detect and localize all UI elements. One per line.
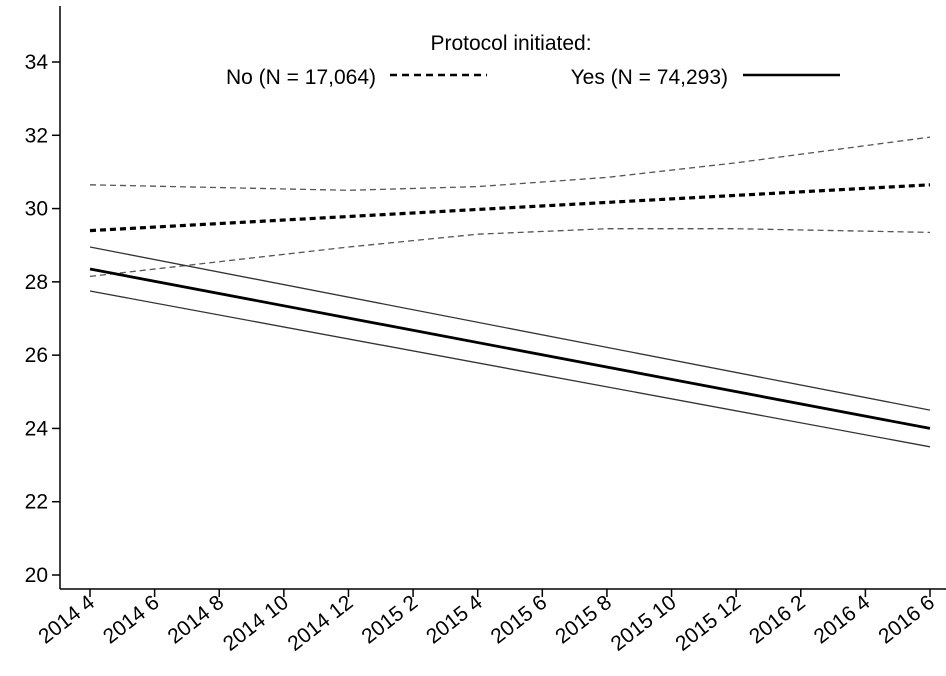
y-ticks: 20 22 24 26 28 30 32 34: [25, 51, 60, 587]
y-tick-label: 30: [25, 198, 48, 221]
legend-label-no: No (N = 17,064): [226, 66, 376, 89]
series-layer: [89, 136, 931, 448]
series-line-no: [89, 183, 931, 233]
ci-lower-line-yes: [89, 290, 931, 448]
x-tick-label: 2014 10: [219, 591, 293, 656]
x-tick-label: 2016 2: [745, 591, 810, 649]
x-tick-label: 2015 2: [357, 591, 422, 649]
x-tick-label: 2014 12: [284, 591, 358, 656]
x-tick-label: 2016 6: [874, 591, 939, 649]
y-tick-label: 24: [25, 417, 49, 440]
y-tick-label: 32: [25, 124, 48, 147]
ci-upper-line-yes: [89, 246, 931, 411]
y-tick-label: 28: [25, 271, 48, 294]
y-tick-label: 34: [25, 51, 49, 74]
x-tick-label: 2015 10: [607, 591, 681, 656]
x-tick-label: 2015 8: [551, 591, 616, 649]
y-tick-label: 22: [25, 491, 48, 514]
x-tick-label: 2015 4: [422, 591, 487, 649]
axes: [59, 6, 946, 590]
legend-title: Protocol initiated:: [430, 32, 591, 55]
x-tick-label: 2015 12: [671, 591, 745, 656]
x-tick-label: 2015 6: [487, 591, 552, 649]
y-tick-label: 26: [25, 344, 48, 367]
y-tick-label: 20: [25, 564, 48, 587]
legend: Protocol initiated: No (N = 17,064) Yes …: [226, 32, 840, 89]
series-line-yes: [89, 267, 931, 430]
ci-upper-line-no: [89, 136, 931, 191]
legend-label-yes: Yes (N = 74,293): [571, 66, 728, 89]
x-tick-label: 2014 4: [34, 591, 99, 649]
x-tick-label: 2014 8: [164, 591, 229, 649]
x-tick-label: 2014 6: [99, 591, 164, 649]
x-tick-label: 2016 4: [810, 591, 875, 649]
ci-lower-line-no: [89, 228, 931, 278]
